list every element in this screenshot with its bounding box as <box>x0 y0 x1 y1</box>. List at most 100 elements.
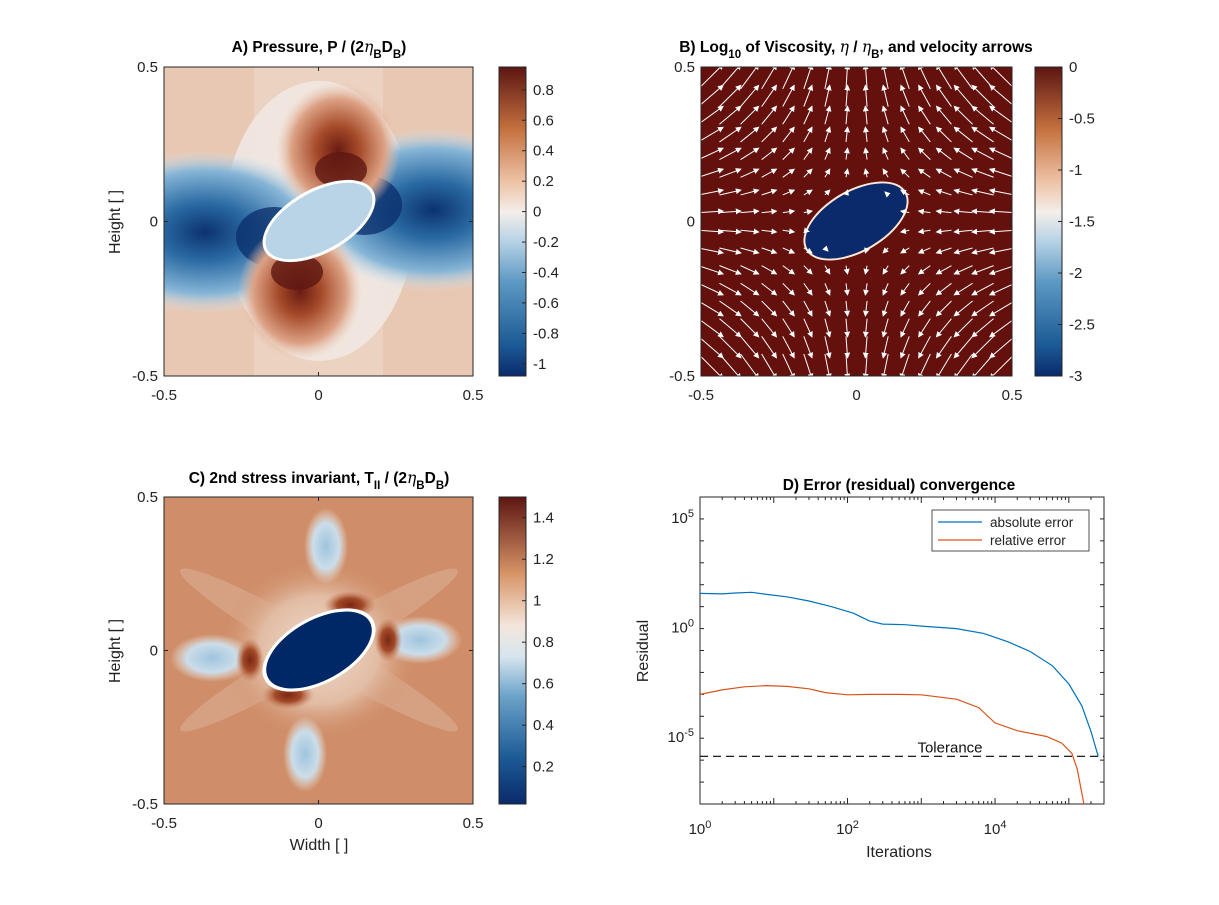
y-tick-label: 10-5 <box>668 727 694 746</box>
x-tick-label: 104 <box>984 819 1007 838</box>
velocity-arrow <box>971 188 994 196</box>
velocity-arrow <box>761 168 778 178</box>
velocity-arrow <box>988 265 1015 276</box>
velocity-arrow <box>824 300 832 317</box>
legend-box <box>931 509 1090 552</box>
velocity-arrow <box>782 228 796 235</box>
velocity-arrow <box>863 265 870 275</box>
velocity-arrow <box>740 63 760 90</box>
colorbar-tick-label: 0.6 <box>533 112 554 129</box>
velocity-arrow <box>882 168 889 178</box>
velocity-arrow <box>740 188 760 196</box>
panel-a-ticks: -0.5 0 0.5 -0.5 0 0.5 <box>132 59 483 404</box>
velocity-arrow <box>884 191 891 198</box>
y-tick-label: 0 <box>687 214 695 231</box>
velocity-arrow <box>740 318 760 338</box>
colorbar-tick-label: -0.8 <box>533 325 559 342</box>
y-tick-label: -0.5 <box>669 368 695 385</box>
velocity-arrow <box>782 353 795 380</box>
velocity-arrow <box>988 300 1015 317</box>
velocity-arrow <box>824 336 832 359</box>
velocity-arrow <box>719 188 742 196</box>
velocity-arrow <box>698 63 724 90</box>
velocity-arrow <box>935 300 952 317</box>
velocity-arrow <box>824 318 832 338</box>
velocity-arrow <box>989 105 1016 125</box>
velocity-arrow <box>899 336 910 359</box>
velocity-arrow <box>803 105 813 125</box>
velocity-arrow <box>698 247 725 255</box>
panel-d-title: D) Error (residual) convergence <box>783 477 1016 494</box>
velocity-arrow <box>988 147 1015 161</box>
velocity-arrow <box>719 208 742 215</box>
colorbar-tick-label: -1 <box>1069 162 1082 179</box>
velocity-arrow <box>988 247 1015 255</box>
velocity-arrow <box>900 283 910 296</box>
y-tick-label: 0.5 <box>137 59 158 76</box>
velocity-arrow <box>935 63 952 90</box>
velocity-arrow <box>719 247 742 255</box>
velocity-arrow <box>935 228 952 235</box>
velocity-arrow <box>824 147 831 160</box>
velocity-arrow <box>844 105 851 125</box>
colorbar-tick-label: -0.2 <box>533 234 559 251</box>
velocity-arrow <box>761 84 777 107</box>
x-tick-label: -0.5 <box>151 387 177 404</box>
y-tick-label: 100 <box>671 618 694 637</box>
colorbar-tick-label: -3 <box>1069 368 1082 385</box>
velocity-arrow <box>822 245 829 252</box>
velocity-arrow <box>844 353 851 380</box>
velocity-arrow <box>782 265 796 275</box>
velocity-arrow <box>740 126 760 143</box>
velocity-arrow <box>782 208 796 215</box>
velocity-arrow <box>803 189 813 196</box>
velocity-arrow <box>803 63 814 90</box>
velocity-arrow <box>900 300 910 317</box>
velocity-arrow <box>899 84 910 107</box>
panel-c: C) 2nd stress invariant, TII / (2ηBDB) -… <box>107 469 554 854</box>
velocity-arrow <box>882 265 889 275</box>
velocity-arrow <box>740 228 760 235</box>
velocity-arrow <box>953 63 973 90</box>
velocity-arrow <box>953 168 973 178</box>
velocity-arrow <box>953 105 973 125</box>
velocity-arrow <box>843 283 850 296</box>
colorbar-tick-label: -0.5 <box>1069 111 1095 128</box>
velocity-arrow <box>761 208 778 215</box>
x-tick-label: 102 <box>836 819 859 838</box>
velocity-arrow <box>862 318 869 338</box>
velocity-arrow <box>917 168 931 178</box>
velocity-arrow <box>843 168 850 178</box>
velocity-arrow <box>782 336 795 359</box>
panel-a-colorbar-ticks: -1 -0.8 -0.6 -0.4 -0.2 0 0.2 0.4 0.6 0.8 <box>522 82 559 373</box>
panel-b-colorbar-ticks: -3 -2.5 -2 -1.5 -1 -0.5 0 <box>1058 59 1095 385</box>
y-tick-label: 0.5 <box>674 59 695 76</box>
velocity-arrow <box>881 126 889 143</box>
velocity-arrow <box>803 336 814 359</box>
velocity-arrow <box>971 168 994 178</box>
velocity-arrow <box>740 168 760 178</box>
velocity-arrow <box>698 335 724 359</box>
velocity-arrow <box>761 336 777 359</box>
velocity-arrow <box>782 189 796 196</box>
velocity-arrow <box>740 105 760 125</box>
velocity-arrow <box>953 228 973 235</box>
x-tick-label: 0 <box>852 387 860 404</box>
velocity-arrow <box>719 105 742 125</box>
velocity-arrow <box>761 63 777 90</box>
velocity-arrow <box>917 208 931 215</box>
velocity-arrow <box>953 300 973 317</box>
velocity-arrow <box>918 300 931 317</box>
velocity-arrow <box>900 168 910 178</box>
velocity-arrow <box>761 318 778 338</box>
x-tick-label: 0 <box>314 387 322 404</box>
velocity-arrow <box>971 247 994 255</box>
velocity-arrow <box>824 84 832 107</box>
velocity-arrow <box>900 105 910 125</box>
velocity-arrow <box>881 353 889 380</box>
velocity-arrow <box>719 126 742 143</box>
velocity-arrow <box>803 147 813 160</box>
velocity-arrow <box>953 353 973 380</box>
velocity-arrow <box>918 63 931 90</box>
velocity-arrow <box>719 168 742 178</box>
